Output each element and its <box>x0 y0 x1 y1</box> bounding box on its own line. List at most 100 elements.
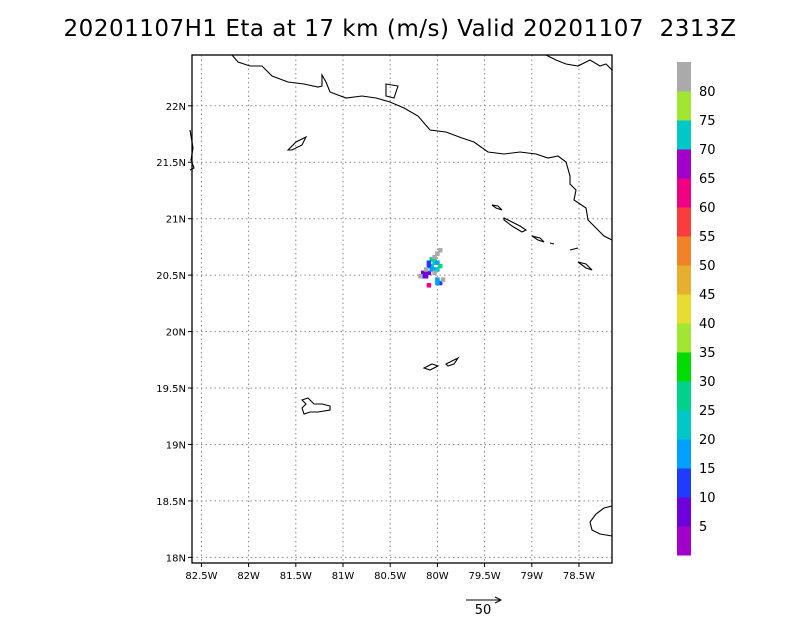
colorbar-label-12: 65 <box>699 172 716 187</box>
lon-tick-label-3: 81W <box>332 571 355 582</box>
coastline-cay-2 <box>286 135 308 151</box>
lon-tick-label-1: 82W <box>237 571 260 582</box>
colorbar-label-7: 40 <box>699 317 716 332</box>
colorbar-segment-16 <box>677 62 691 92</box>
colorbar-segment-15 <box>677 91 691 121</box>
colorbar-label-1: 10 <box>699 491 716 506</box>
wind-cell-18 <box>435 280 440 286</box>
colorbar-label-5: 30 <box>699 375 716 390</box>
wind-cell-4 <box>420 270 426 276</box>
reference-vector: 50 <box>466 596 503 618</box>
colorbar-label-13: 70 <box>699 143 716 158</box>
coastline-cay-6 <box>549 242 555 245</box>
wind-cell-10 <box>426 263 432 269</box>
wind-speed-shading <box>418 248 446 288</box>
lat-tick-label-4: 20N <box>166 328 186 339</box>
colorbar-segment-5 <box>677 381 691 411</box>
wind-cell-25 <box>440 277 446 282</box>
wind-cell-2 <box>423 274 429 279</box>
wind-cell-12 <box>429 267 434 272</box>
colorbar: 5 10 15 20 25 30 35 40 45 50 55 60 65 70 75 80 <box>677 62 716 556</box>
coastline-jamaica <box>589 505 613 537</box>
colorbar-segment-10 <box>677 236 691 266</box>
colorbar-label-0: 5 <box>699 520 707 535</box>
lon-tick-label-2: 81.5W <box>280 571 312 582</box>
colorbar-segment-12 <box>677 178 691 208</box>
wind-cell-13 <box>432 267 437 272</box>
colorbar-segment-3 <box>677 439 691 469</box>
lat-tick-label-0: 18N <box>166 553 186 564</box>
wind-cell-22 <box>437 248 443 253</box>
wind-cell-8 <box>432 257 437 262</box>
colorbar-label-15: 80 <box>699 85 716 100</box>
grid-lines <box>192 55 612 563</box>
wind-cell-26 <box>432 270 437 276</box>
lat-tick-label-3: 19.5N <box>156 384 186 395</box>
colorbar-label-10: 55 <box>699 230 716 245</box>
colorbar-label-2: 15 <box>699 462 716 477</box>
lat-tick-label-7: 21.5N <box>156 158 186 169</box>
colorbar-segment-7 <box>677 323 691 353</box>
wind-cell-20 <box>432 254 437 260</box>
map-title: 20201107H1 Eta at 17 km (m/s) Valid 2020… <box>63 16 737 42</box>
colorbar-segment-6 <box>677 352 691 382</box>
wind-cell-15 <box>437 263 443 269</box>
lon-tick-label-0: 82.5W <box>185 571 217 582</box>
lon-tick-label-5: 80W <box>426 571 449 582</box>
wind-cell-23 <box>423 267 429 272</box>
wind-cell-3 <box>420 274 426 279</box>
colorbar-segment-13 <box>677 149 691 179</box>
colorbar-segment-9 <box>677 265 691 295</box>
reference-vector-label: 50 <box>475 603 492 618</box>
colorbar-label-9: 50 <box>699 259 716 274</box>
coastline-cay-8 <box>577 261 593 271</box>
reference-vector-head <box>494 596 503 604</box>
lat-tick-label-5: 20.5N <box>156 271 186 282</box>
coastline-grand-cayman <box>300 397 331 415</box>
colorbar-label-4: 25 <box>699 404 716 419</box>
coastline-cay-3 <box>491 204 503 211</box>
axis-ticks: 82.5W 82W 81.5W 81W 80.5W 80W 79.5W 79W 78.5W 18N… <box>156 102 595 582</box>
lat-tick-label-1: 18.5N <box>156 497 186 508</box>
coastline-cay-7 <box>569 247 579 251</box>
colorbar-label-8: 45 <box>699 288 716 303</box>
wind-cell-24 <box>418 274 423 279</box>
lon-tick-label-6: 79.5W <box>469 571 501 582</box>
wind-cell-11 <box>426 260 432 265</box>
lat-tick-label-8: 22N <box>166 102 186 113</box>
map-frame <box>191 54 613 564</box>
coastlines <box>189 54 613 537</box>
colorbar-label-14: 75 <box>699 114 716 129</box>
coastline-cay-5 <box>531 235 545 243</box>
coastline-cayman-brac <box>445 356 460 367</box>
coastline-cuba <box>231 54 613 241</box>
colorbar-segment-4 <box>677 410 691 440</box>
coastline-cay-4 <box>503 217 528 233</box>
colorbar-segment-14 <box>677 120 691 150</box>
wind-cell-19 <box>426 283 432 288</box>
colorbar-segment-1 <box>677 497 691 527</box>
wind-cell-1 <box>426 270 432 276</box>
coastline-cuba-north <box>545 54 613 71</box>
colorbar-segment-2 <box>677 468 691 498</box>
wind-cell-17 <box>437 280 443 286</box>
lat-tick-label-6: 21N <box>166 215 186 226</box>
wind-cell-0 <box>423 270 429 276</box>
wind-cell-7 <box>429 257 434 262</box>
colorbar-label-3: 20 <box>699 433 716 448</box>
lon-tick-label-7: 79W <box>520 571 543 582</box>
coastline-cay-1 <box>385 83 399 99</box>
wind-cell-9 <box>435 260 440 265</box>
colorbar-segment-0 <box>677 526 691 556</box>
wind-cell-21 <box>435 251 440 256</box>
colorbar-segment-8 <box>677 294 691 324</box>
coastline-little-cayman <box>422 363 440 371</box>
lon-tick-label-8: 78.5W <box>563 571 595 582</box>
lon-tick-label-4: 80.5W <box>374 571 406 582</box>
colorbar-label-11: 60 <box>699 201 716 216</box>
colorbar-segment-11 <box>677 207 691 237</box>
wind-cell-16 <box>435 277 440 282</box>
wind-cell-6 <box>432 260 437 265</box>
lat-tick-label-2: 19N <box>166 440 186 451</box>
